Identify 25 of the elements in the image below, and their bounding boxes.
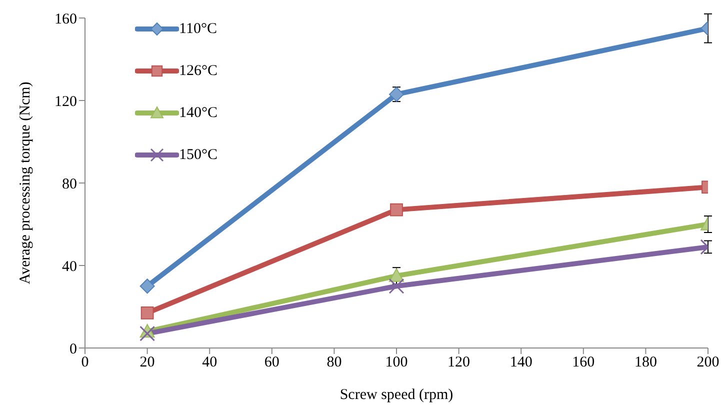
x-tick-label: 60 [264,354,280,371]
x-axis-title: Screw speed (rpm) [340,387,454,403]
y-tick-label: 120 [54,94,77,110]
x-tick-label: 140 [510,354,532,371]
y-tick-label: 80 [62,176,77,192]
x-tick-label: 20 [140,354,155,371]
legend-label: 110°C [179,20,217,38]
y-tick-label: 0 [70,341,77,358]
x-tick-label: 180 [634,354,657,371]
y-tick-label: 40 [62,258,77,275]
legend-label: 126°C [179,62,218,80]
point [140,278,155,294]
point [140,326,156,342]
x-tick-label: 0 [81,354,89,371]
y-tick-label: 160 [54,11,77,28]
y-axis-title: Average processing torque (Ncm) [17,82,34,284]
legend-label: 140°C [179,104,218,122]
x-tick-label: 40 [202,354,218,371]
x-tick-label: 160 [572,354,595,371]
legend-label: 150°C [179,146,218,164]
point [140,306,154,320]
x-tick-label: 120 [448,354,470,371]
x-tick-label: 100 [385,354,408,371]
x-tick-label: 80 [326,354,342,371]
x-tick-label: 200 [696,354,720,371]
